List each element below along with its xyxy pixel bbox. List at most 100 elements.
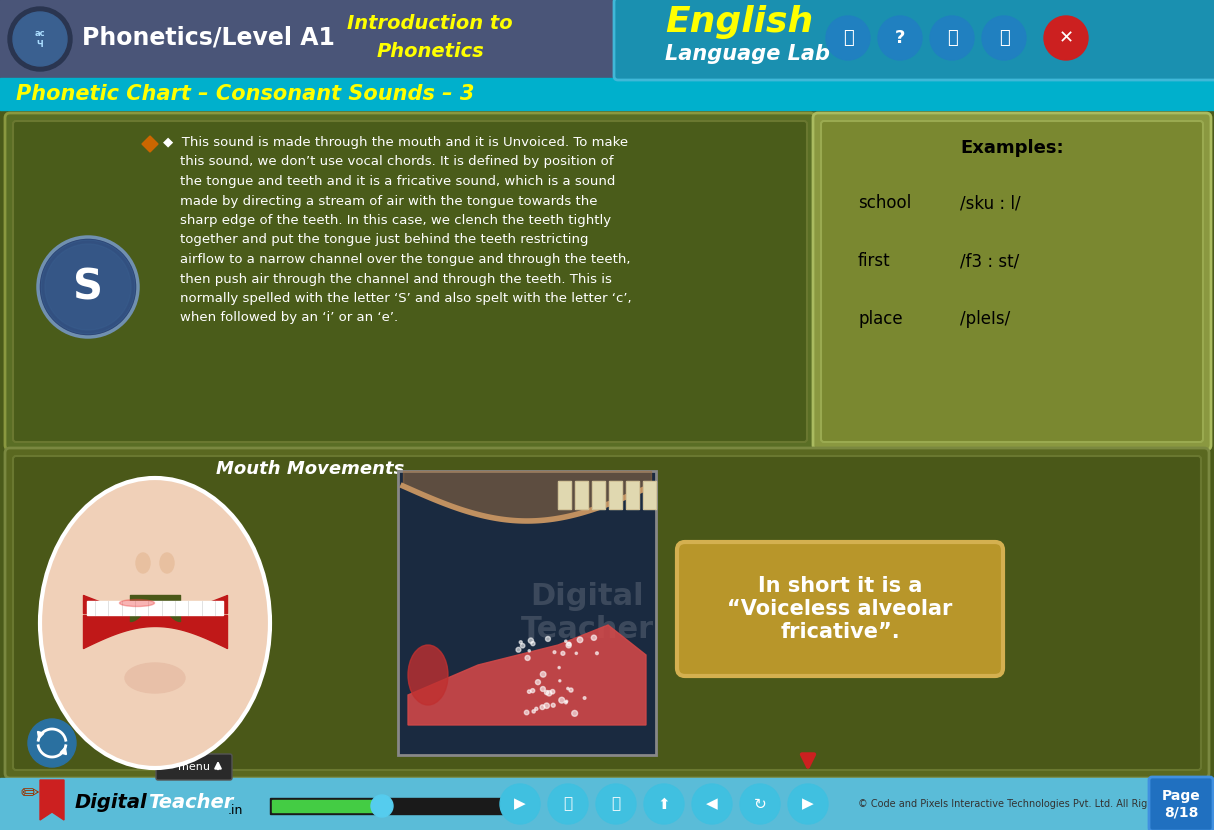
Text: 🌍: 🌍 — [843, 29, 853, 47]
Circle shape — [565, 701, 567, 704]
Text: ✏: ✏ — [21, 784, 39, 804]
FancyBboxPatch shape — [13, 121, 807, 442]
Bar — [0, 0, 1214, 78]
Circle shape — [567, 687, 569, 690]
Circle shape — [788, 784, 828, 824]
Bar — [609, 481, 622, 509]
FancyBboxPatch shape — [614, 0, 1214, 80]
Text: 📖: 📖 — [947, 29, 958, 47]
Bar — [0, 0, 620, 78]
Text: Mouth Movements: Mouth Movements — [216, 460, 404, 478]
Bar — [626, 481, 639, 509]
FancyBboxPatch shape — [157, 754, 232, 780]
Text: Phonetics/Level A1: Phonetics/Level A1 — [83, 26, 335, 50]
Circle shape — [531, 689, 534, 693]
Ellipse shape — [160, 553, 174, 573]
Circle shape — [596, 784, 636, 824]
Text: ?: ? — [895, 29, 906, 47]
Circle shape — [566, 642, 572, 648]
Circle shape — [8, 7, 72, 71]
Text: ⏸: ⏸ — [563, 797, 573, 812]
Text: English: English — [665, 5, 813, 39]
Text: Page
8/18: Page 8/18 — [1162, 788, 1201, 819]
Text: /f3 : st/: /f3 : st/ — [960, 252, 1020, 270]
Circle shape — [540, 671, 546, 677]
Bar — [643, 481, 656, 509]
Circle shape — [558, 666, 560, 669]
FancyBboxPatch shape — [813, 113, 1212, 450]
Circle shape — [558, 680, 561, 682]
Circle shape — [45, 244, 131, 330]
Circle shape — [531, 642, 535, 646]
Text: together and put the tongue just behind the teeth restricting: together and put the tongue just behind … — [163, 233, 589, 247]
Text: 🔊: 🔊 — [612, 797, 620, 812]
Bar — [87, 601, 223, 615]
Bar — [270, 798, 505, 814]
Polygon shape — [142, 136, 158, 152]
Circle shape — [13, 12, 67, 66]
Bar — [575, 481, 588, 509]
Bar — [609, 481, 622, 509]
Text: menu: menu — [178, 762, 210, 772]
Circle shape — [643, 784, 683, 824]
Ellipse shape — [119, 599, 154, 607]
Circle shape — [521, 643, 524, 648]
Text: school: school — [858, 194, 912, 212]
Text: ac
Ч: ac Ч — [35, 29, 45, 49]
Circle shape — [565, 640, 567, 642]
Ellipse shape — [136, 553, 151, 573]
Circle shape — [567, 642, 571, 646]
Circle shape — [596, 652, 599, 655]
Text: ◀: ◀ — [707, 797, 717, 812]
Circle shape — [575, 652, 578, 654]
Text: Digital: Digital — [75, 793, 148, 812]
Text: /pleIs/: /pleIs/ — [960, 310, 1010, 328]
Circle shape — [524, 656, 531, 661]
Text: ↻: ↻ — [754, 797, 766, 812]
Text: Introduction to: Introduction to — [347, 14, 512, 33]
Circle shape — [583, 696, 586, 700]
Ellipse shape — [408, 645, 448, 705]
Bar — [0, 778, 1214, 830]
Circle shape — [540, 686, 545, 691]
Circle shape — [38, 237, 138, 337]
Text: © Code and Pixels Interactive Technologies Pvt. Ltd. All Rights Reserved.: © Code and Pixels Interactive Technologi… — [858, 799, 1214, 809]
Circle shape — [554, 651, 556, 653]
Bar — [592, 481, 605, 509]
Circle shape — [566, 701, 568, 702]
FancyBboxPatch shape — [677, 542, 1003, 676]
Text: In short it is a
“Voiceless alveolar
fricative”.: In short it is a “Voiceless alveolar fri… — [727, 576, 953, 642]
Circle shape — [546, 691, 551, 696]
Text: place: place — [858, 310, 903, 328]
Text: Digital
Teacher: Digital Teacher — [521, 582, 653, 644]
Ellipse shape — [40, 478, 270, 768]
Circle shape — [371, 795, 393, 817]
Bar — [272, 800, 382, 812]
Text: ▶: ▶ — [802, 797, 813, 812]
Text: then push air through the channel and through the teeth. This is: then push air through the channel and th… — [163, 272, 612, 286]
Text: Language Lab: Language Lab — [665, 44, 830, 64]
Circle shape — [500, 784, 540, 824]
Text: ✕: ✕ — [1059, 29, 1073, 47]
Bar — [398, 471, 656, 755]
Bar — [643, 481, 656, 509]
Bar — [558, 481, 571, 509]
Circle shape — [577, 637, 583, 642]
Text: ⧉: ⧉ — [999, 29, 1009, 47]
Circle shape — [692, 784, 732, 824]
Circle shape — [1044, 16, 1088, 60]
Text: ▶: ▶ — [514, 797, 526, 812]
Circle shape — [528, 650, 531, 652]
Bar — [626, 481, 639, 509]
Text: ◆  This sound is made through the mouth and it is Unvoiced. To make: ◆ This sound is made through the mouth a… — [163, 136, 628, 149]
Circle shape — [548, 784, 588, 824]
Circle shape — [558, 697, 565, 703]
Text: this sound, we don’t use vocal chords. It is defined by position of: this sound, we don’t use vocal chords. I… — [163, 155, 613, 168]
Circle shape — [982, 16, 1026, 60]
Circle shape — [544, 691, 549, 695]
Circle shape — [524, 710, 529, 715]
Bar — [575, 481, 588, 509]
Circle shape — [516, 647, 521, 652]
Text: ⬆: ⬆ — [658, 797, 670, 812]
Text: Phonetic Chart – Consonant Sounds – 3: Phonetic Chart – Consonant Sounds – 3 — [16, 84, 475, 104]
